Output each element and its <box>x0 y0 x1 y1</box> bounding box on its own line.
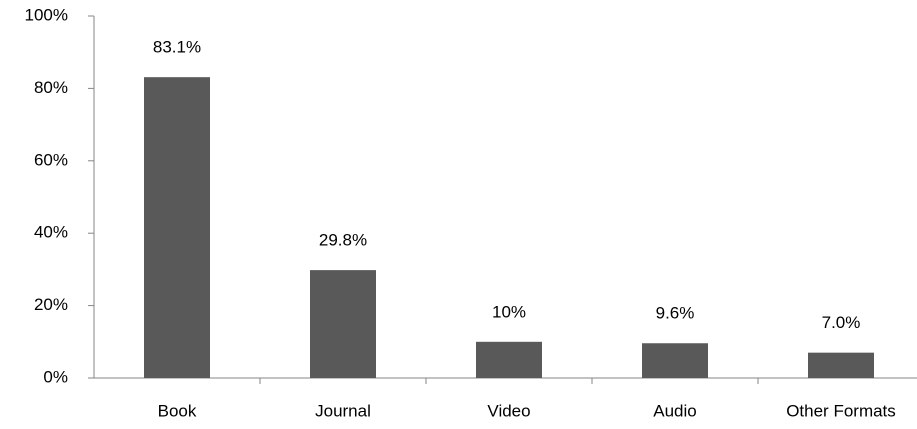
x-tick-label: Audio <box>653 401 696 420</box>
x-tick-label: Book <box>158 401 197 420</box>
value-label: 9.6% <box>656 304 695 323</box>
value-label: 7.0% <box>822 313 861 332</box>
x-tick-label: Video <box>487 401 530 420</box>
bar <box>310 270 376 378</box>
y-tick-label: 40% <box>34 223 68 242</box>
value-label: 10% <box>492 302 526 321</box>
x-tick-label: Journal <box>315 401 371 420</box>
y-tick-label: 60% <box>34 150 68 169</box>
bar <box>144 77 210 378</box>
bar <box>642 343 708 378</box>
y-tick-label: 100% <box>25 5 68 24</box>
bar <box>808 352 874 378</box>
value-label: 83.1% <box>153 38 201 57</box>
y-tick-label: 80% <box>34 78 68 97</box>
y-tick-label: 0% <box>43 367 68 386</box>
y-tick-label: 20% <box>34 295 68 314</box>
value-label: 29.8% <box>319 231 367 250</box>
bar <box>476 341 542 378</box>
x-tick-label: Other Formats <box>786 401 896 420</box>
